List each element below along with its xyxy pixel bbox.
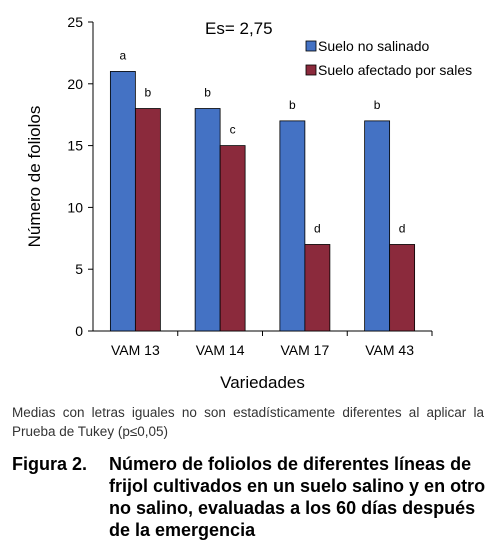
bar-suelo-no-salinado [364, 120, 391, 332]
y-tick-label: 25 [67, 14, 83, 30]
significance-letter: d [314, 221, 321, 235]
x-tick-label: VAM 43 [365, 342, 414, 358]
bar-suelo-afectado [134, 108, 161, 332]
legend-swatch [305, 64, 317, 76]
significance-letter: b [374, 98, 381, 112]
legend-label: Suelo no salinado [318, 38, 430, 54]
figure-label: Figura 2. [12, 454, 88, 474]
x-tick-label: VAM 14 [196, 342, 245, 358]
bar-chart: 0 5 10 15 20 25 a b VAM 13 b c VAM 14 b d VAM 17 b d VAM … [25, 14, 472, 392]
significance-letter: b [204, 86, 211, 100]
y-tick-label: 20 [67, 76, 83, 92]
bar-suelo-afectado [304, 244, 331, 332]
footnote: Medias con letras iguales no son estadís… [12, 405, 484, 439]
figure-caption-text: Número de foliolos de diferentes líneas … [109, 454, 486, 540]
significance-letter: c [230, 123, 236, 137]
x-tick-label: VAM 13 [111, 342, 160, 358]
y-tick-label: 5 [75, 261, 83, 277]
significance-letter: b [289, 98, 296, 112]
bar-suelo-no-salinado [194, 108, 221, 332]
es-annotation: Es= 2,75 [205, 19, 273, 38]
significance-letter: d [399, 221, 406, 235]
bar-suelo-afectado [389, 244, 416, 332]
figure-caption: Figura 2. Número de foliolos de diferent… [12, 453, 488, 541]
bar-suelo-no-salinado [109, 71, 136, 332]
bar-suelo-no-salinado [279, 120, 306, 332]
y-tick-label: 0 [75, 323, 83, 339]
legend-swatch [305, 40, 317, 52]
significance-letter: b [145, 86, 152, 100]
y-tick-label: 10 [67, 199, 83, 215]
bar-suelo-afectado [219, 145, 246, 332]
y-tick-label: 15 [67, 138, 83, 154]
significance-letter: a [120, 48, 127, 62]
x-axis-label: Variedades [220, 373, 305, 392]
y-axis-label: Número de foliolos [25, 106, 44, 248]
legend-label: Suelo afectado por sales [318, 62, 472, 78]
x-tick-label: VAM 17 [280, 342, 329, 358]
